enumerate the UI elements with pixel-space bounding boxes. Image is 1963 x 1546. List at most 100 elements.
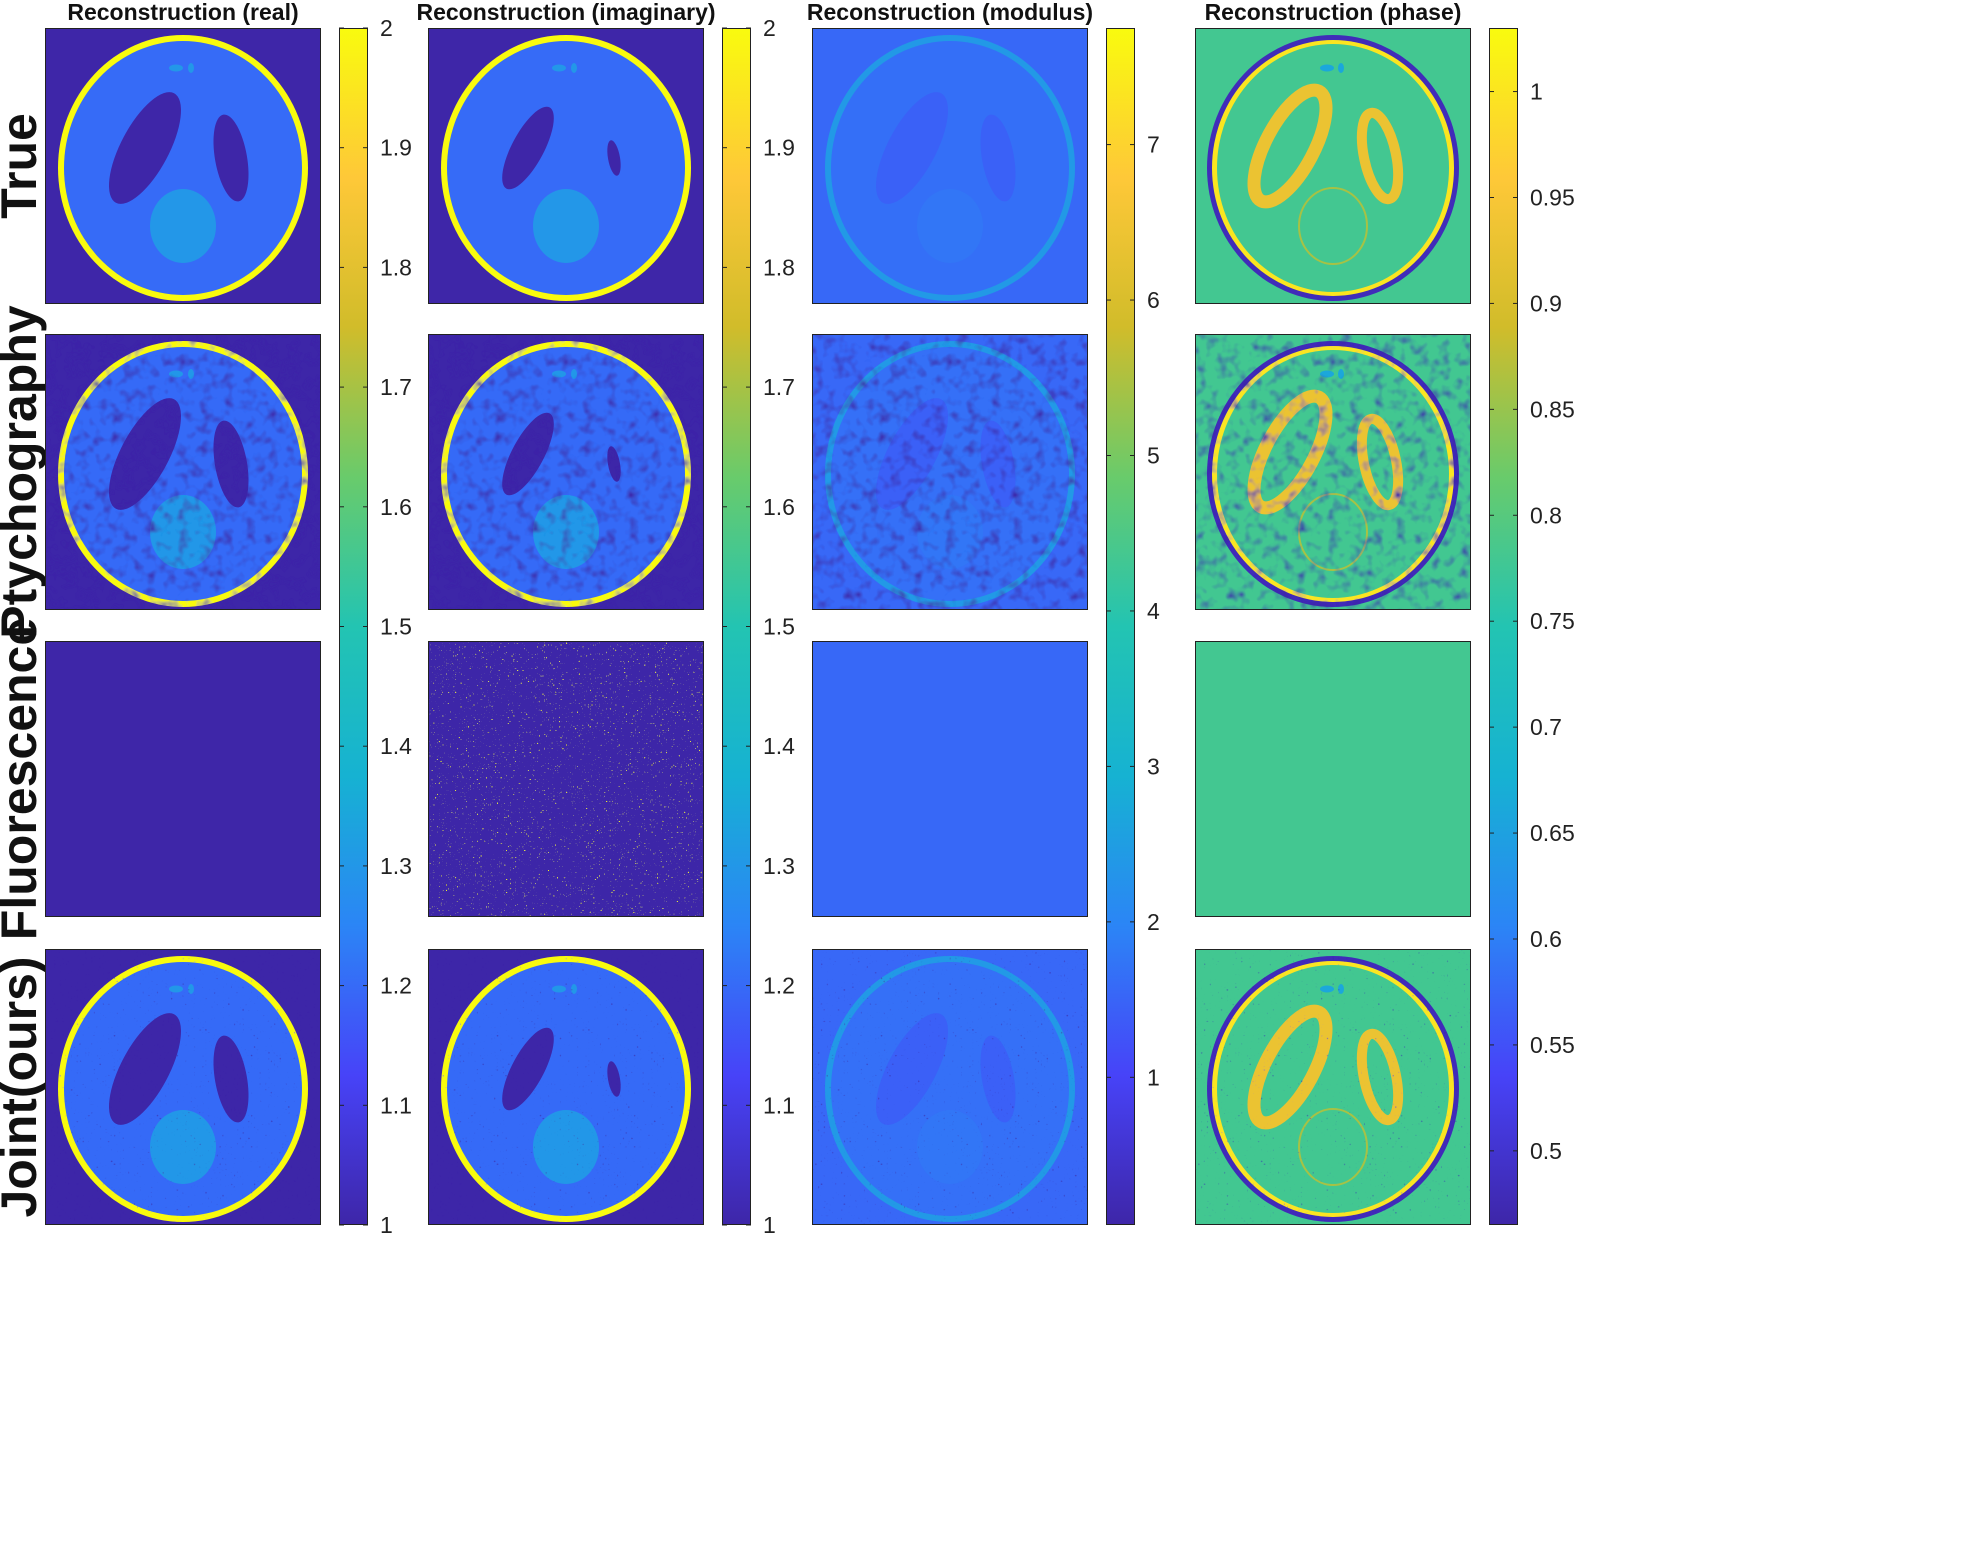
panel-imaginary-fluorescence bbox=[428, 641, 704, 917]
phantom-dark-ellipse-left bbox=[108, 92, 182, 204]
colorbar-tick-label: 1.5 bbox=[380, 614, 412, 640]
panel-frame bbox=[45, 28, 321, 304]
phantom-interior bbox=[447, 347, 685, 601]
phantom-small-spot bbox=[169, 985, 183, 993]
column-titles: Reconstruction (real) Reconstruction (ima… bbox=[67, 0, 1461, 25]
colorbar-tick-label: 2 bbox=[380, 15, 393, 41]
row-label-1: True bbox=[0, 113, 47, 219]
colorbar-tick-label: 1 bbox=[763, 1212, 776, 1238]
panel-frame bbox=[1195, 641, 1471, 917]
colorbar-tick-label: 1.9 bbox=[380, 135, 412, 161]
phantom-small-spot bbox=[571, 369, 577, 379]
phantom-dark-ellipse-right bbox=[213, 114, 249, 202]
column-title-2: Reconstruction (imaginary) bbox=[416, 0, 715, 25]
panel-frame bbox=[812, 334, 1088, 610]
phantom-small-spot bbox=[1338, 63, 1344, 73]
phantom-center-disk bbox=[917, 1110, 983, 1184]
colorbar-tick-label: 1.3 bbox=[380, 853, 412, 879]
colorbar-tick-label: 0.95 bbox=[1530, 184, 1575, 210]
panel-background bbox=[1195, 641, 1471, 917]
phantom-dark-ellipse-left bbox=[502, 106, 554, 190]
panel-background bbox=[428, 641, 704, 917]
colorbar-tick-label: 1.9 bbox=[763, 135, 795, 161]
panel-real-ptychography bbox=[45, 334, 321, 610]
panel-modulus-ptychography bbox=[812, 334, 1088, 610]
colorbar-tick-label: 0.85 bbox=[1530, 396, 1575, 422]
phantom-interior bbox=[447, 962, 685, 1216]
phantom-ring-ellipse-right bbox=[1356, 107, 1404, 205]
phantom-small-spot bbox=[188, 984, 194, 994]
panel-frame bbox=[1195, 28, 1471, 304]
row-label-2: Ptychography bbox=[0, 305, 47, 639]
phantom-ring-ellipse-left bbox=[1247, 1004, 1333, 1130]
colorbar-tick-label: 1.2 bbox=[380, 973, 412, 999]
panel-frame bbox=[428, 28, 704, 304]
colorbar-tick-label: 7 bbox=[1147, 132, 1160, 158]
phantom-center-disk bbox=[533, 495, 599, 569]
phantom-dark-ellipse-right bbox=[213, 420, 249, 508]
row-label-4: Joint(ours) bbox=[0, 956, 47, 1217]
panel-background bbox=[45, 641, 321, 917]
panel-phase-jointours bbox=[1195, 949, 1471, 1225]
phantom-interior bbox=[831, 41, 1069, 295]
phantom-dark-ellipse-right bbox=[980, 114, 1016, 202]
colorbar-tick-label: 5 bbox=[1147, 443, 1160, 469]
phantom-small-spot bbox=[1320, 64, 1334, 72]
panel-background bbox=[812, 641, 1088, 917]
phantom-small-spot bbox=[1338, 369, 1344, 379]
colorbar-real: 1 1.1 1.2 1.3 1.4 1.5 1.6 1.7 1.8 1.9 2 bbox=[339, 15, 412, 1238]
colorbar-tick-label: 0.9 bbox=[1530, 290, 1562, 316]
phantom-small-spot bbox=[1320, 370, 1334, 378]
colorbar-tick-label: 1.1 bbox=[380, 1092, 412, 1118]
colorbar-tick-label: 4 bbox=[1147, 598, 1160, 624]
phantom-ring-ellipse-right bbox=[1356, 1028, 1404, 1126]
phantom-center-disk bbox=[150, 1110, 216, 1184]
phantom-dark-ellipse-left bbox=[502, 1027, 554, 1111]
phantom-interior bbox=[1217, 965, 1449, 1213]
row-label-3: Fluorescence bbox=[0, 618, 47, 940]
panel-imaginary-ptychography bbox=[428, 334, 704, 610]
phantom-dark-ellipse-left bbox=[502, 412, 554, 496]
colorbar-gradient bbox=[1106, 28, 1135, 1225]
phantom-small-spot bbox=[169, 370, 183, 378]
phantom-dark-ellipse-right bbox=[980, 420, 1016, 508]
phantom-center-disk bbox=[533, 1110, 599, 1184]
panel-phase-true bbox=[1195, 28, 1471, 304]
panel-phase-ptychography bbox=[1195, 334, 1471, 610]
phantom-center-disk bbox=[150, 495, 216, 569]
colorbar-tick-label: 1.5 bbox=[763, 614, 795, 640]
phantom-small-spot bbox=[552, 64, 566, 72]
column-title-3: Reconstruction (modulus) bbox=[807, 0, 1093, 25]
phantom-small-spot bbox=[188, 63, 194, 73]
panel-real-true bbox=[45, 28, 321, 304]
phantom-interior bbox=[1217, 350, 1449, 598]
panel-frame bbox=[812, 949, 1088, 1225]
phantom-dark-ellipse-left bbox=[875, 398, 949, 510]
panel-frame bbox=[1195, 334, 1471, 610]
panel-frame bbox=[45, 949, 321, 1225]
colorbar-tick-label: 1.4 bbox=[763, 733, 795, 759]
panel-phase-fluorescence bbox=[1195, 641, 1471, 917]
column-title-4: Reconstruction (phase) bbox=[1205, 0, 1462, 25]
phantom-ring-ellipse-right bbox=[1356, 413, 1404, 511]
panel-imaginary-jointours bbox=[428, 949, 704, 1225]
colorbar-tick-label: 1.8 bbox=[380, 254, 412, 280]
colorbar-frame bbox=[1106, 28, 1135, 1225]
phantom-center-ring bbox=[1298, 493, 1368, 571]
colorbar-tick-label: 1.6 bbox=[380, 494, 412, 520]
phantom-small-spot bbox=[571, 63, 577, 73]
phantom-interior bbox=[64, 962, 302, 1216]
panel-modulus-true bbox=[812, 28, 1088, 304]
colorbar-frame bbox=[1489, 28, 1518, 1225]
colorbar-tick-label: 1 bbox=[1147, 1064, 1160, 1090]
phantom-center-disk bbox=[917, 495, 983, 569]
colorbar-phase: 0.5 0.55 0.6 0.65 0.7 0.75 0.8 0.85 0.9 0.95 1 bbox=[1489, 28, 1575, 1225]
phantom-center-ring bbox=[1298, 187, 1368, 265]
panel-modulus-fluorescence bbox=[812, 641, 1088, 917]
column-title-1: Reconstruction (real) bbox=[67, 0, 298, 25]
colorbar-tick-label: 1.7 bbox=[380, 374, 412, 400]
phantom-dark-ellipse-right bbox=[607, 1061, 621, 1097]
phantom-interior bbox=[1217, 44, 1449, 292]
colorbar-tick-label: 0.5 bbox=[1530, 1138, 1562, 1164]
